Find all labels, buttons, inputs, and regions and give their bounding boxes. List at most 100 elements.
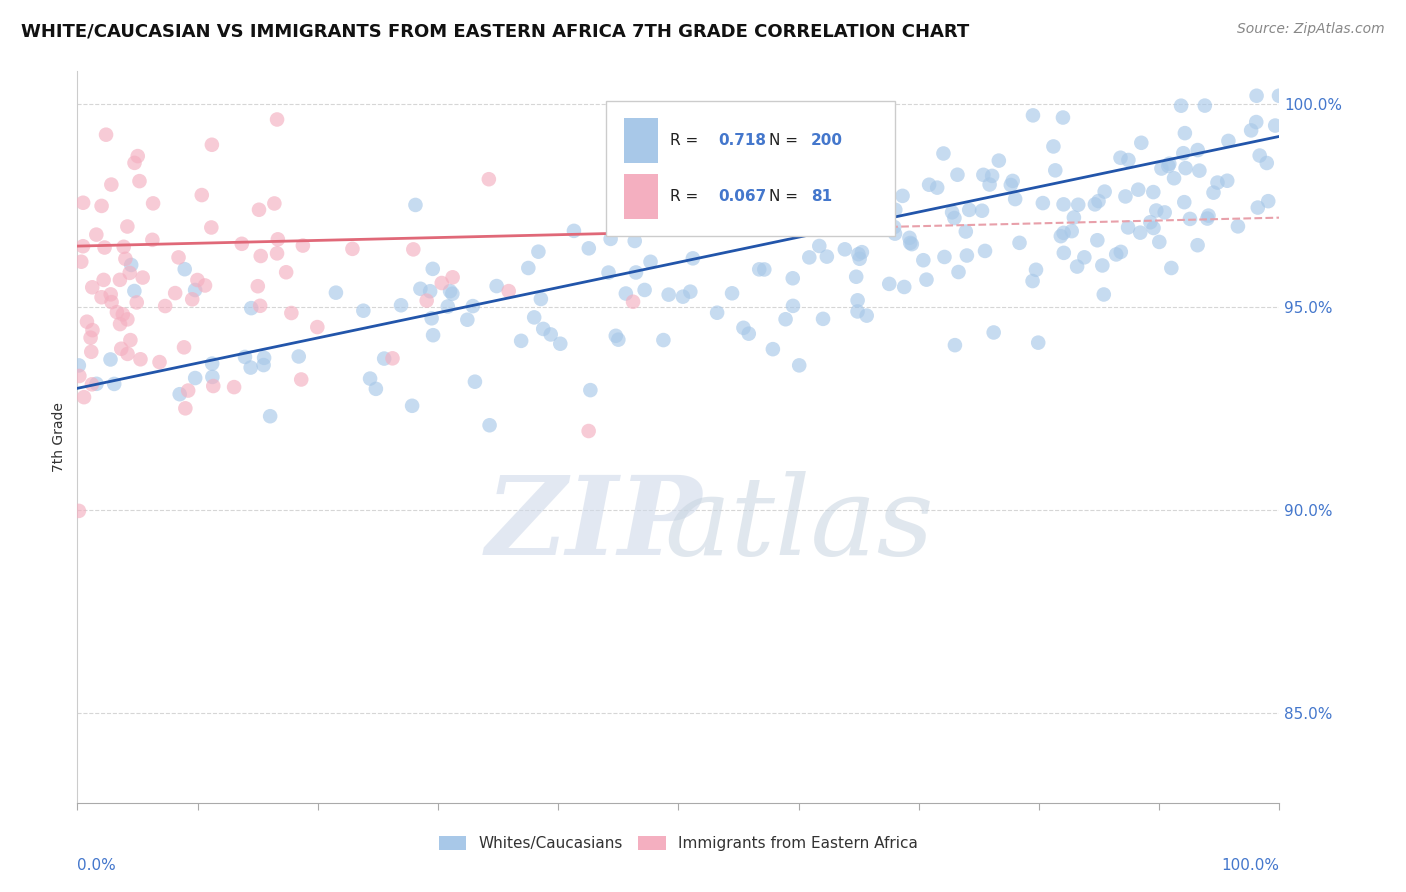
Text: 0.067: 0.067: [718, 189, 766, 204]
Point: [70, 254, 93, 268]
Point: [893, 280, 915, 294]
Point: [932, 146, 955, 161]
Point: [884, 227, 907, 241]
Point: [86, 227, 108, 242]
Point: [1128, 183, 1150, 197]
Point: [1194, 98, 1216, 112]
Point: [114, 252, 136, 266]
Point: [352, 303, 374, 318]
Point: [422, 261, 444, 276]
Y-axis label: 7th Grade: 7th Grade: [52, 402, 66, 472]
Point: [249, 299, 271, 313]
Point: [381, 351, 404, 366]
Point: [141, 233, 163, 247]
Point: [1022, 108, 1045, 122]
Text: 81: 81: [811, 189, 832, 204]
Point: [934, 250, 956, 264]
Point: [67, 359, 90, 373]
Point: [846, 304, 869, 318]
Point: [1264, 119, 1286, 133]
Point: [633, 283, 655, 297]
Text: R =: R =: [671, 189, 703, 204]
Point: [120, 333, 142, 347]
Point: [1187, 143, 1209, 157]
Point: [342, 242, 364, 256]
Point: [721, 286, 744, 301]
FancyBboxPatch shape: [606, 101, 894, 235]
Point: [614, 286, 637, 301]
Text: 0.0%: 0.0%: [77, 858, 117, 872]
Point: [970, 203, 993, 218]
Point: [117, 219, 139, 234]
Point: [124, 284, 146, 298]
Point: [90, 199, 112, 213]
Point: [974, 244, 997, 258]
Point: [100, 287, 122, 301]
Point: [252, 358, 274, 372]
Point: [1178, 211, 1201, 226]
Point: [1170, 98, 1192, 112]
Point: [240, 301, 263, 315]
Point: [325, 285, 347, 300]
Point: [108, 317, 131, 331]
Point: [169, 387, 191, 401]
Point: [201, 370, 224, 384]
Text: Source: ZipAtlas.com: Source: ZipAtlas.com: [1237, 22, 1385, 37]
Point: [430, 276, 453, 290]
Point: [86, 376, 108, 391]
Point: [111, 307, 134, 321]
Point: [898, 231, 921, 245]
Point: [851, 245, 873, 260]
Point: [624, 265, 647, 279]
Point: [598, 266, 620, 280]
Point: [127, 149, 149, 163]
Point: [915, 273, 938, 287]
Point: [523, 310, 546, 325]
Point: [1173, 195, 1195, 210]
Point: [1218, 134, 1240, 148]
Point: [1105, 247, 1128, 261]
Point: [1187, 238, 1209, 252]
Point: [73, 390, 96, 404]
Point: [786, 172, 808, 186]
Point: [173, 262, 195, 277]
Point: [436, 300, 458, 314]
Point: [811, 311, 834, 326]
Point: [1173, 146, 1195, 161]
Point: [118, 266, 141, 280]
Point: [1130, 136, 1153, 150]
Text: ZIP: ZIP: [486, 471, 703, 579]
Point: [276, 265, 298, 279]
Point: [93, 273, 115, 287]
Point: [1053, 245, 1076, 260]
Point: [941, 205, 963, 219]
Point: [1247, 201, 1270, 215]
Point: [222, 380, 245, 394]
Point: [247, 202, 270, 217]
Point: [290, 372, 312, 386]
Point: [120, 258, 142, 272]
Point: [1045, 163, 1067, 178]
Point: [402, 243, 425, 257]
Point: [1091, 259, 1114, 273]
Point: [1149, 235, 1171, 249]
Point: [291, 238, 314, 252]
Point: [201, 357, 224, 371]
Point: [754, 262, 776, 277]
Point: [1142, 185, 1164, 199]
Text: R =: R =: [671, 133, 703, 147]
Point: [782, 271, 804, 285]
Point: [1198, 209, 1220, 223]
Point: [775, 312, 797, 326]
Point: [1094, 185, 1116, 199]
Point: [1174, 161, 1197, 175]
Point: [652, 333, 675, 347]
Point: [1026, 335, 1049, 350]
Point: [201, 137, 224, 152]
Point: [605, 328, 627, 343]
Point: [510, 334, 533, 348]
Point: [957, 202, 980, 217]
Point: [373, 351, 395, 366]
Point: [883, 220, 905, 235]
Point: [419, 284, 441, 298]
